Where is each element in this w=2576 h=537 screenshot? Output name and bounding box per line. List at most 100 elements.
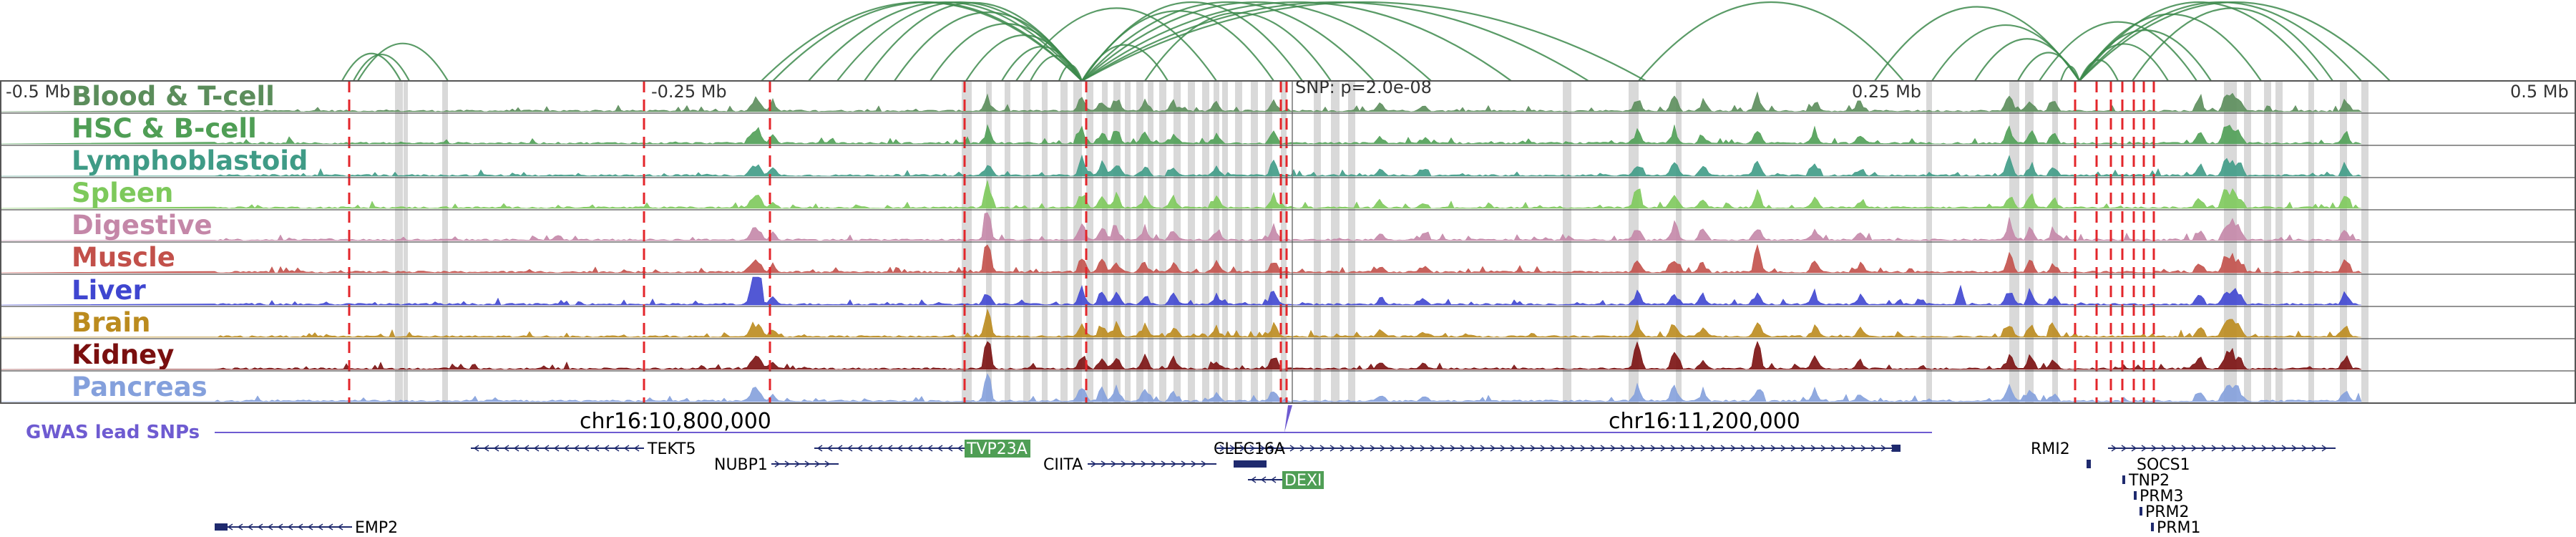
loop-arc (2079, 1, 2362, 82)
strand-arrow (1299, 445, 1306, 452)
gene-dexi[interactable]: DEXI (1248, 471, 1324, 490)
loop-arc (1081, 1, 1303, 82)
gene-label: TEKT5 (647, 440, 696, 458)
loop-arc (1638, 1, 1904, 82)
gene-highlight (1282, 471, 1324, 489)
strand-arrow (887, 445, 893, 452)
signal-liver (0, 276, 2362, 306)
gene-tekt5[interactable]: TEKT5 (471, 440, 696, 458)
strand-arrow (633, 445, 640, 452)
strand-arrow (957, 445, 963, 452)
strand-arrow (1181, 460, 1187, 468)
strand-arrow (1690, 445, 1697, 452)
strand-arrow (2271, 445, 2278, 452)
strand-arrow (1450, 445, 1456, 452)
track-label-spleen: Spleen (72, 178, 173, 208)
gene-tvp23a[interactable]: TVP23A (814, 440, 1030, 458)
strand-arrow (2201, 445, 2207, 452)
gene-tnp2[interactable]: TNP2 (2122, 472, 2170, 490)
strand-arrow (2191, 445, 2197, 452)
strand-arrow (1860, 445, 1867, 452)
gene-prm1[interactable]: PRM1 (2151, 519, 2201, 537)
strand-arrow (2261, 445, 2268, 452)
gene-prm2[interactable]: PRM2 (2140, 503, 2190, 521)
strand-arrow (857, 445, 863, 452)
gene-emp2[interactable]: EMP2 (215, 519, 398, 537)
track-label-digest: Digestive (72, 210, 213, 241)
strand-arrow (297, 523, 303, 531)
chromatin-loop-arcs (341, 1, 2391, 82)
signal-spleen (0, 180, 2362, 209)
gene-label: RMI2 (2031, 440, 2070, 458)
strand-arrow (603, 445, 610, 452)
loop-arc (2039, 21, 2197, 82)
signal-brain (0, 308, 2362, 338)
strand-arrow (1460, 445, 1466, 452)
strand-arrow (483, 445, 489, 452)
strand-arrow (543, 445, 550, 452)
gene-label: CLEC16A (1214, 440, 1285, 458)
gene-rmi2[interactable]: RMI2 (2031, 440, 2336, 458)
strand-arrow (824, 460, 831, 468)
signal-tracks (0, 91, 2363, 402)
strand-arrow (927, 445, 933, 452)
strand-arrow (1430, 445, 1436, 452)
gene-socs1[interactable]: SOCS1 (2087, 456, 2190, 474)
strand-arrow (267, 523, 273, 531)
strand-arrow (2311, 445, 2318, 452)
signal-digest (0, 212, 2362, 241)
gene-ciita[interactable]: CIITA (1043, 456, 1216, 474)
strand-arrow (1800, 445, 1807, 452)
exon-block (1234, 460, 1267, 468)
exon-block (2151, 523, 2154, 531)
gene-prm3[interactable]: PRM3 (2134, 488, 2184, 505)
strand-arrow (533, 445, 540, 452)
strand-arrow (907, 445, 913, 452)
strand-arrow (1091, 460, 1097, 468)
strand-arrow (2151, 445, 2157, 452)
gene-label: CIITA (1043, 456, 1083, 474)
strand-arrow (553, 445, 560, 452)
strand-arrow (2251, 445, 2258, 452)
strand-arrow (1161, 460, 1167, 468)
strand-arrow (2211, 445, 2218, 452)
gene-nubp1[interactable]: NUBP1 (714, 456, 839, 474)
strand-arrow (804, 460, 811, 468)
strand-arrow (2241, 445, 2248, 452)
gene-label: PRM3 (2140, 488, 2184, 505)
strand-arrow (1700, 445, 1707, 452)
strand-arrow (2221, 445, 2228, 452)
strand-arrow (1440, 445, 1446, 452)
loop-arc (1081, 1, 1432, 82)
signal-kidney (0, 341, 2362, 370)
gene-annotation-track: TEKT5 NUBP1 TVP23A CIITA CLEC16A DEXI (215, 440, 2336, 537)
strand-arrow (2131, 445, 2137, 452)
strand-arrow (1250, 476, 1257, 483)
strand-arrow (1540, 445, 1546, 452)
strand-arrow (1610, 445, 1616, 452)
strand-arrow (1141, 460, 1147, 468)
strand-arrow (774, 460, 781, 468)
strand-arrow (1710, 445, 1717, 452)
strand-arrow (1760, 445, 1767, 452)
strand-arrow (1289, 445, 1296, 452)
strand-arrow (2321, 445, 2328, 452)
strand-arrow (1340, 445, 1346, 452)
strand-arrow (1101, 460, 1107, 468)
strand-arrow (1850, 445, 1857, 452)
strand-arrow (1269, 445, 1276, 452)
strand-arrow (2181, 445, 2187, 452)
strand-arrow (1820, 445, 1827, 452)
loop-arc (1081, 1, 1512, 82)
loop-arc (2059, 65, 2081, 82)
gene-clec16a[interactable]: CLEC16A (1214, 440, 1901, 468)
signal-pancreas (0, 373, 2362, 402)
strand-arrow (2171, 445, 2177, 452)
strand-arrow (613, 445, 620, 452)
exon-block (2134, 491, 2137, 500)
strand-arrow (1400, 445, 1406, 452)
strand-arrow (1500, 445, 1506, 452)
track-frames (0, 80, 2576, 404)
loop-arc (1144, 11, 1332, 82)
strand-arrow (247, 523, 253, 531)
